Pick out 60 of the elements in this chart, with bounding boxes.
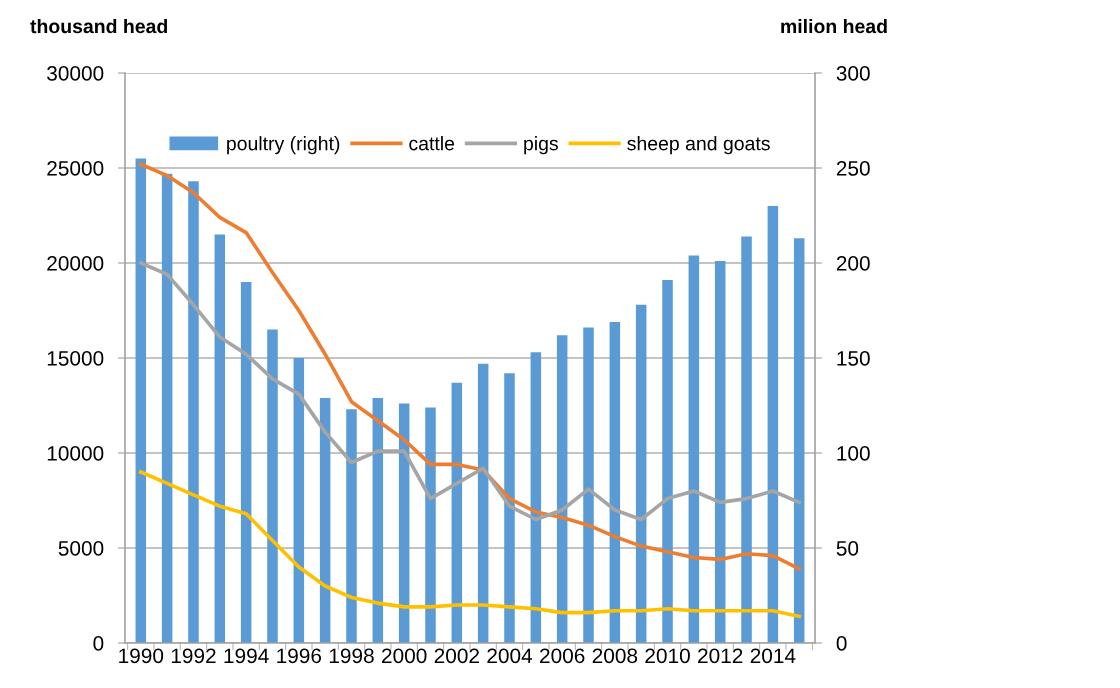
bar — [214, 234, 226, 643]
bar — [530, 352, 542, 643]
x-tick-label: 1992 — [171, 648, 216, 664]
line-series — [138, 162, 802, 571]
bar — [662, 280, 673, 643]
x-tick-label: 2002 — [434, 648, 479, 664]
x-tick-label: 2000 — [382, 648, 427, 664]
y2-tick-label: 100 — [837, 446, 870, 461]
bar — [688, 255, 700, 643]
x-tick-label: 1990 — [119, 648, 164, 664]
bar — [767, 206, 779, 643]
bar — [293, 358, 305, 643]
y2-tick-label: 300 — [836, 66, 870, 81]
x-tick-label: 2006 — [540, 648, 585, 664]
y-tick-label: 25000 — [47, 161, 104, 176]
y-tick-label: 5000 — [58, 541, 104, 556]
y2-tick-label: 200 — [836, 256, 870, 271]
legend-label: sheep and goats — [627, 136, 770, 155]
y-tick-label: 30000 — [47, 66, 104, 81]
y2-tick-label: 250 — [836, 161, 870, 176]
bar — [451, 382, 463, 643]
y2-axis-title: milion head — [781, 18, 887, 34]
bar — [635, 304, 647, 643]
x-tick-label: 2014 — [750, 648, 796, 664]
x-tick-label: 1994 — [224, 648, 269, 664]
legend-label: cattle — [409, 136, 455, 151]
bar — [346, 409, 357, 643]
x-tick-label: 2010 — [645, 648, 690, 664]
bar — [741, 236, 752, 643]
y-axis-title: thousand head — [30, 18, 167, 34]
bar — [267, 329, 278, 643]
x-tick-label: 1996 — [277, 648, 322, 664]
bar — [425, 407, 436, 643]
legend-label: poultry (right) — [227, 136, 340, 155]
bar — [714, 261, 726, 643]
bar — [793, 238, 805, 643]
bar — [583, 327, 594, 643]
line-series — [138, 470, 802, 619]
x-tick-label: 2004 — [487, 648, 533, 664]
bar — [477, 363, 489, 643]
bar — [609, 321, 621, 643]
x-tick-label: 1998 — [329, 648, 374, 664]
bar — [372, 397, 384, 643]
bar — [188, 181, 199, 643]
x-tick-label: 2008 — [592, 648, 638, 664]
y-tick-label: 10000 — [47, 446, 104, 461]
y-tick-label: 20000 — [47, 256, 104, 271]
y2-tick-label: 0 — [836, 636, 847, 651]
bar — [504, 373, 515, 643]
bar — [135, 158, 147, 643]
bar — [161, 173, 173, 643]
bar — [319, 397, 331, 643]
bar — [556, 335, 568, 643]
y-tick-label: 15000 — [47, 351, 104, 366]
x-tick-label: 2012 — [698, 648, 743, 664]
y2-tick-label: 50 — [836, 541, 859, 556]
bar — [240, 282, 252, 643]
y2-tick-label: 150 — [837, 351, 870, 366]
legend-label: pigs — [524, 136, 558, 155]
y-tick-label: 0 — [93, 636, 104, 651]
